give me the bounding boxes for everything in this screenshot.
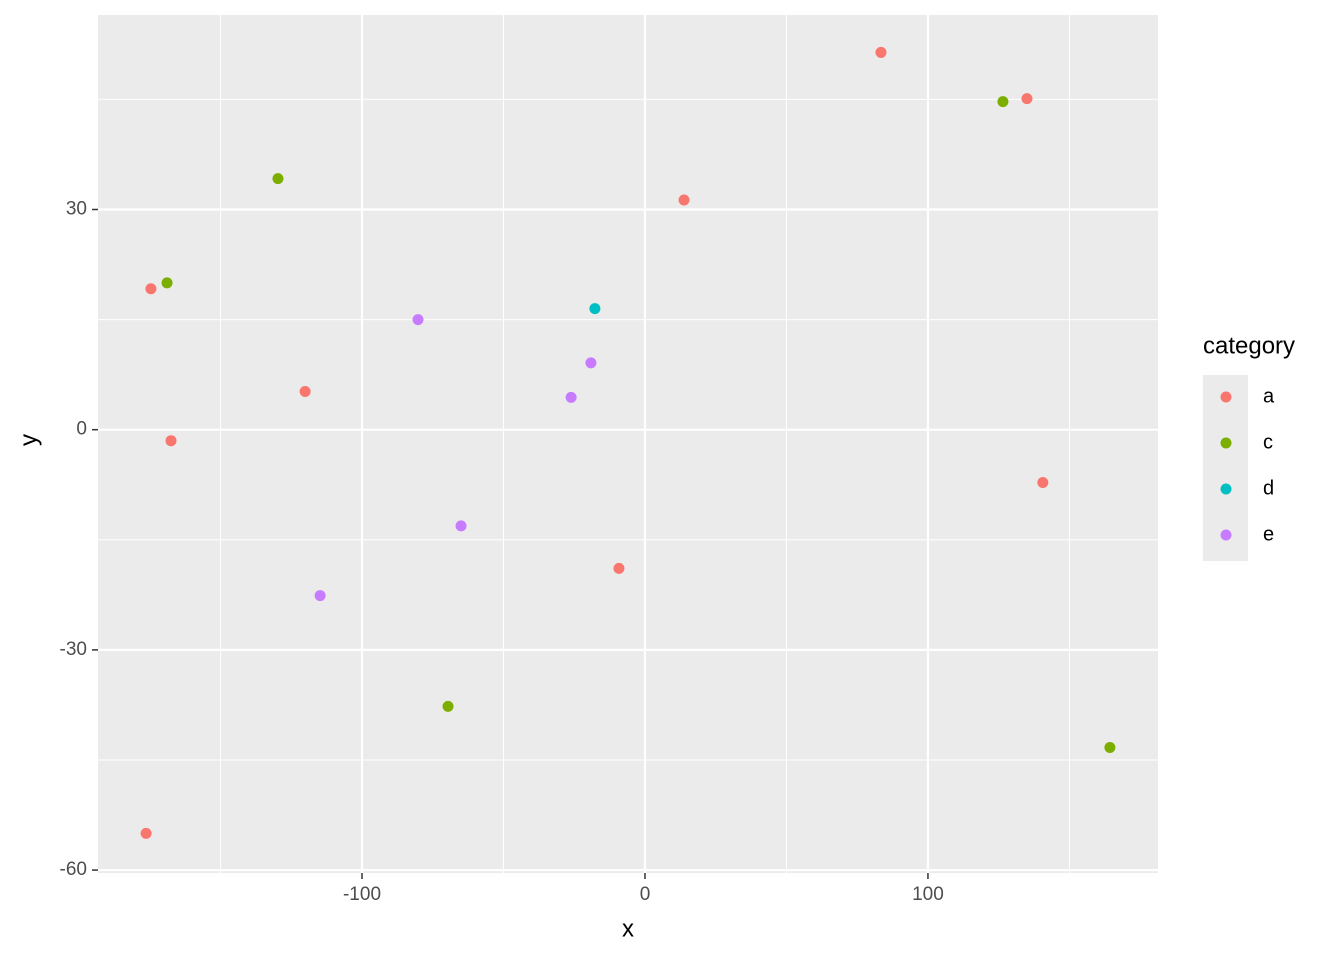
y-tick-label: -60	[60, 859, 87, 880]
point	[412, 314, 424, 326]
legend-label: e	[1263, 523, 1274, 545]
point	[455, 520, 467, 532]
legend-label: a	[1263, 385, 1275, 407]
point	[299, 386, 311, 398]
x-tick-label: 100	[912, 884, 944, 905]
point	[997, 96, 1009, 108]
point	[1104, 741, 1116, 753]
point	[140, 827, 152, 839]
point	[678, 194, 690, 206]
point	[585, 357, 597, 369]
legend-label: c	[1263, 431, 1273, 453]
point	[565, 391, 577, 403]
point	[314, 590, 326, 602]
point	[272, 173, 284, 185]
point	[1021, 93, 1033, 105]
point	[442, 700, 454, 712]
point	[1037, 477, 1049, 489]
y-tick-label: 0	[76, 419, 87, 440]
legend-label: d	[1263, 477, 1274, 499]
y-axis-title: y	[15, 434, 42, 446]
legend-title: category	[1203, 332, 1295, 359]
legend-key	[1220, 391, 1232, 403]
legend-key	[1220, 437, 1232, 449]
point	[875, 46, 887, 58]
panel	[98, 15, 1158, 873]
y-tick-label: -30	[60, 639, 87, 660]
point	[145, 283, 157, 295]
legend-key	[1220, 529, 1232, 541]
point	[161, 277, 173, 289]
x-tick-label: -100	[343, 884, 381, 905]
legend-key	[1220, 483, 1232, 495]
x-tick-label: 0	[640, 884, 651, 905]
x-axis-title: x	[622, 915, 634, 942]
y-tick-label: 30	[66, 199, 87, 220]
point	[589, 303, 601, 315]
point	[613, 562, 625, 574]
point	[165, 435, 177, 447]
